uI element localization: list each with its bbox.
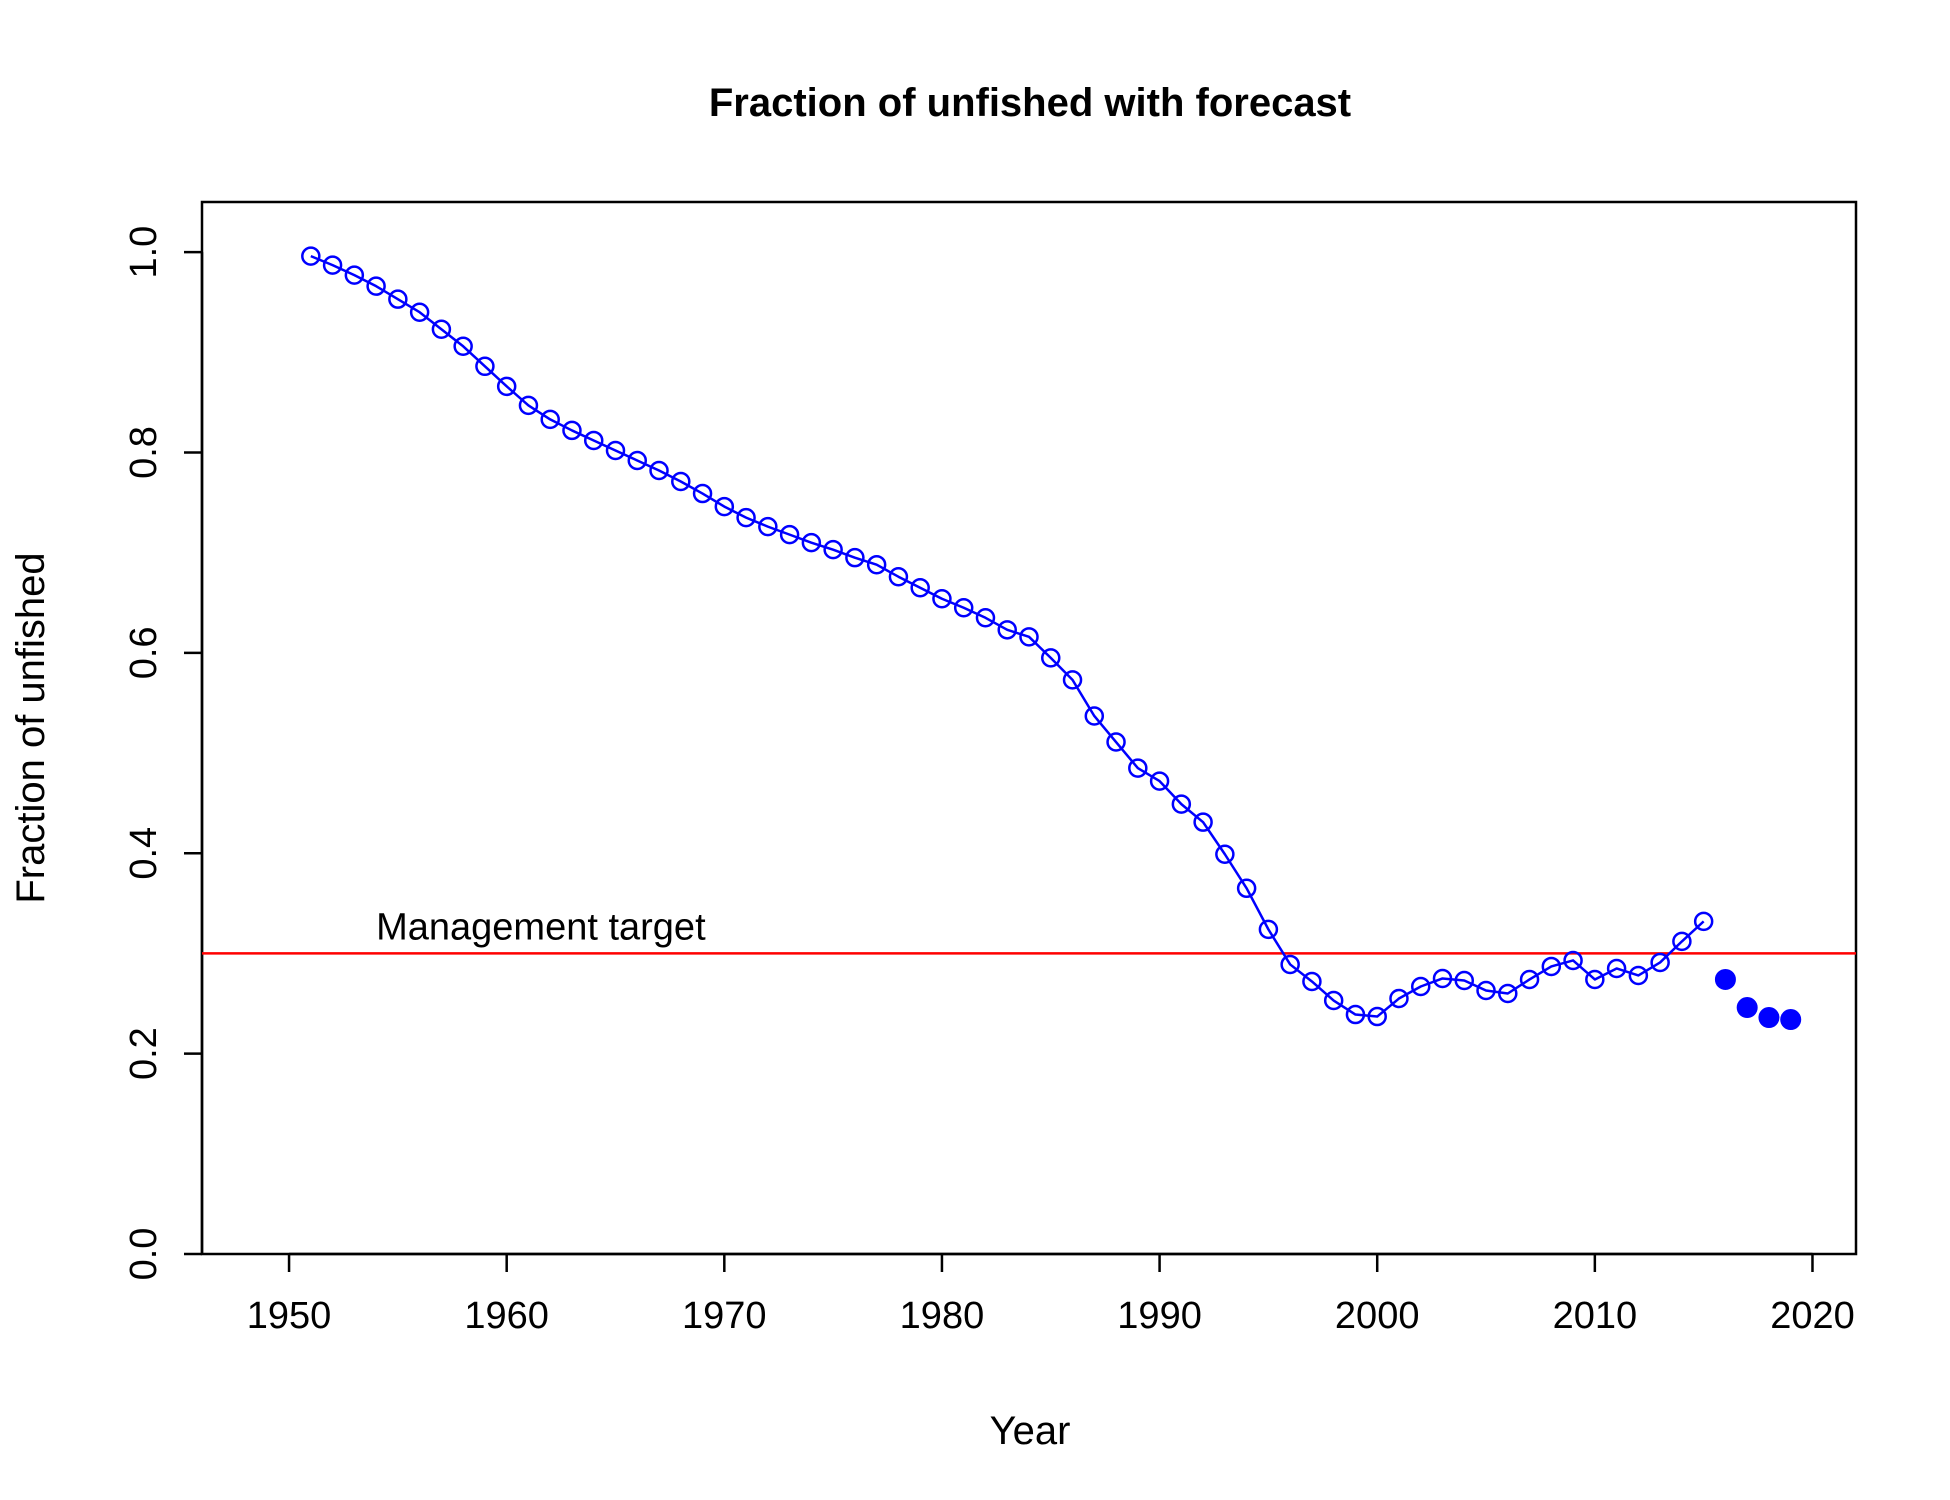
- y-tick-label: 0.8: [123, 426, 165, 479]
- data-point: [627, 450, 648, 471]
- data-point: [409, 302, 430, 322]
- x-tick-label: 1980: [900, 1295, 985, 1337]
- data-point: [932, 589, 952, 609]
- data-point: [1585, 969, 1605, 990]
- data-point: [1410, 976, 1431, 997]
- x-tick-label: 1950: [247, 1295, 332, 1337]
- data-point: [692, 483, 713, 504]
- data-point: [1280, 954, 1300, 975]
- data-point: [1345, 1004, 1366, 1025]
- data-point: [1389, 988, 1409, 1009]
- data-point: [714, 496, 735, 517]
- data-point: [1476, 980, 1496, 1001]
- data-point: [1236, 878, 1257, 899]
- y-tick-label: 0.4: [123, 827, 165, 880]
- x-tick-label: 2020: [1770, 1295, 1855, 1337]
- data-point: [431, 319, 452, 339]
- data-point: [1302, 971, 1322, 992]
- forecast-point: [1714, 968, 1736, 990]
- data-point: [583, 430, 604, 451]
- data-point: [758, 516, 778, 537]
- data-point: [301, 246, 321, 266]
- data-point: [1193, 812, 1213, 832]
- data-point: [1258, 919, 1279, 940]
- forecast-point: [1736, 997, 1758, 1019]
- data-point: [1323, 990, 1344, 1011]
- data-point: [1628, 965, 1649, 986]
- x-tick-label: 2010: [1553, 1295, 1638, 1337]
- data-point: [496, 376, 517, 397]
- data-point: [1498, 983, 1518, 1004]
- data-point: [953, 598, 974, 618]
- x-axis-label: Year: [990, 1409, 1071, 1453]
- data-point: [1606, 958, 1627, 979]
- data-point: [649, 460, 669, 481]
- x-tick-label: 1990: [1117, 1295, 1202, 1337]
- x-tick-label: 2000: [1335, 1295, 1420, 1337]
- data-point: [1215, 844, 1235, 864]
- data-point: [1149, 771, 1170, 791]
- data-point: [1128, 758, 1148, 778]
- data-point: [1519, 969, 1540, 990]
- series-group: [301, 246, 1802, 1031]
- data-point: [1084, 706, 1105, 726]
- data-point: [1171, 794, 1192, 814]
- data-point: [975, 608, 996, 628]
- data-point: [1650, 952, 1670, 973]
- x-axis: 1950 1960 1970 1980 1990 2000 2010 2020: [247, 1252, 1855, 1337]
- management-target: Management target: [202, 906, 1856, 955]
- data-point: [1432, 968, 1453, 989]
- series-line: [310, 254, 1705, 1018]
- data-point: [1367, 1006, 1387, 1027]
- data-point: [823, 539, 843, 560]
- y-tick-label: 0.6: [123, 626, 165, 679]
- y-tick-label: 1.0: [123, 226, 165, 279]
- data-point: [1062, 670, 1083, 690]
- plot-frame: [200, 200, 1858, 1256]
- data-point: [736, 507, 756, 528]
- data-point: [997, 620, 1017, 640]
- data-point: [801, 532, 822, 553]
- data-point: [562, 420, 582, 441]
- data-point: [1019, 627, 1039, 647]
- data-point: [475, 356, 495, 377]
- y-tick-label: 0.0: [123, 1228, 165, 1281]
- target-label: Management target: [376, 906, 706, 948]
- data-point: [1454, 970, 1475, 991]
- data-point: [671, 471, 691, 492]
- data-point: [453, 336, 473, 357]
- data-point: [910, 577, 930, 598]
- data-point: [388, 289, 408, 309]
- data-point: [888, 566, 909, 587]
- y-axis: 0.0 0.2 0.4 0.6 0.8 1.0: [123, 226, 204, 1281]
- data-point: [1563, 950, 1583, 971]
- data-point: [779, 524, 800, 545]
- data-point: [866, 554, 887, 575]
- data-point: [1106, 732, 1126, 752]
- data-point: [540, 409, 560, 430]
- x-tick-label: 1960: [464, 1295, 549, 1337]
- x-tick-label: 1970: [682, 1295, 767, 1337]
- chart-title: Fraction of unfished with forecast: [709, 81, 1351, 125]
- data-point: [605, 440, 626, 461]
- data-point: [1672, 931, 1692, 952]
- data-point: [518, 395, 539, 416]
- data-point: [366, 276, 386, 296]
- data-point: [322, 255, 343, 275]
- data-point: [1693, 911, 1714, 932]
- y-axis-label: Fraction of unfished: [9, 552, 53, 903]
- forecast-point: [1758, 1007, 1780, 1029]
- forecast-point: [1780, 1009, 1802, 1031]
- data-point: [845, 547, 865, 568]
- data-point: [1541, 956, 1562, 977]
- y-tick-label: 0.2: [123, 1027, 165, 1080]
- data-point: [1041, 648, 1061, 668]
- data-point: [344, 265, 365, 285]
